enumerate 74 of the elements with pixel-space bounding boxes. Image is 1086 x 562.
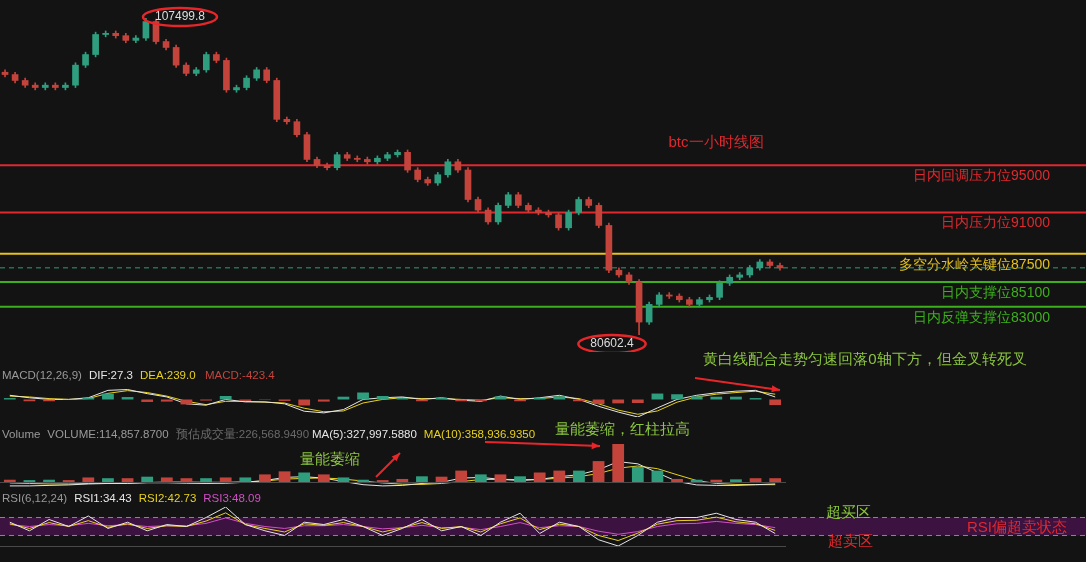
bar — [416, 476, 428, 482]
text: 80602.4 — [590, 336, 635, 351]
bar — [494, 396, 507, 400]
bar — [730, 479, 742, 482]
bar — [514, 476, 526, 482]
series-label: DIF:27.3 — [88, 369, 133, 382]
text: RSI偏超卖状态 — [966, 518, 1068, 536]
bar — [710, 396, 723, 400]
bar — [671, 478, 683, 482]
bar — [573, 470, 585, 482]
bar — [769, 399, 782, 406]
text: 超卖区 — [827, 532, 873, 550]
bar — [278, 471, 291, 482]
chart-title: Volume — [2, 428, 41, 441]
bar — [180, 478, 193, 482]
ref-line-label: 日内支撑位85100 — [941, 283, 1051, 300]
series-label: DEA:239.0 — [139, 369, 196, 382]
bar — [259, 474, 271, 482]
bar — [769, 478, 782, 482]
bar — [121, 397, 134, 400]
bar — [200, 478, 212, 482]
bar — [102, 393, 114, 400]
bar — [357, 392, 369, 400]
bar — [612, 444, 625, 482]
text: 黄白线配合走势匀速回落0轴下方，但金叉转死叉 — [703, 350, 1027, 368]
series-label: MACD:-423.4 — [205, 369, 276, 382]
series-label: RSI1:34.43 — [74, 492, 132, 505]
bar — [533, 472, 546, 482]
bar — [494, 474, 507, 482]
bar — [396, 478, 409, 482]
bar — [671, 394, 683, 400]
bar — [160, 399, 173, 402]
bar — [337, 477, 350, 482]
bar — [298, 472, 311, 482]
bar — [239, 477, 252, 482]
bar — [553, 396, 566, 400]
annotation: 107499.8 — [154, 9, 206, 24]
chart-title: MACD(12,26,9) — [2, 369, 83, 382]
bar — [102, 478, 114, 482]
bar — [474, 474, 487, 482]
ref-line-label: 日内回调压力位95000 — [913, 167, 1051, 184]
text: MA(5):327,997.5880 — [312, 428, 417, 441]
ref-line-label: 日内压力位91000 — [941, 214, 1051, 231]
annotation: 量能萎缩 — [300, 450, 360, 468]
bar — [160, 477, 173, 482]
bar — [553, 470, 566, 482]
bar — [219, 477, 232, 482]
bar — [82, 477, 95, 482]
text: VOLUME:114,857.8700 — [47, 428, 169, 441]
bar — [317, 474, 330, 482]
bar — [631, 466, 644, 482]
series-label: RSI3:48.09 — [203, 492, 261, 505]
bar — [651, 393, 664, 400]
text: 超买区 — [825, 503, 871, 521]
ref-line-label: 多空分水岭关键位87500 — [899, 255, 1051, 272]
chart-title: RSI(6,12,24) — [2, 492, 68, 505]
ref-line-label: 日内反弹支撑位83000 — [913, 308, 1051, 325]
bar — [690, 396, 703, 400]
bar — [121, 478, 134, 482]
bar — [141, 476, 154, 482]
bar — [730, 396, 742, 400]
text: 量能萎缩，红柱拉高 — [554, 420, 690, 438]
bar — [592, 461, 605, 482]
text: MA(10):358,936.9350 — [423, 428, 536, 441]
text: btc一小时线图 — [668, 133, 764, 151]
bar — [455, 470, 468, 482]
bar — [376, 396, 389, 400]
bar — [317, 399, 330, 402]
series-label: RSI2:42.73 — [138, 492, 197, 505]
bar — [337, 396, 350, 400]
text: 预估成交量:226,568.9490 — [175, 427, 310, 441]
bar — [219, 396, 232, 400]
bar — [749, 478, 762, 482]
bar — [651, 470, 664, 482]
